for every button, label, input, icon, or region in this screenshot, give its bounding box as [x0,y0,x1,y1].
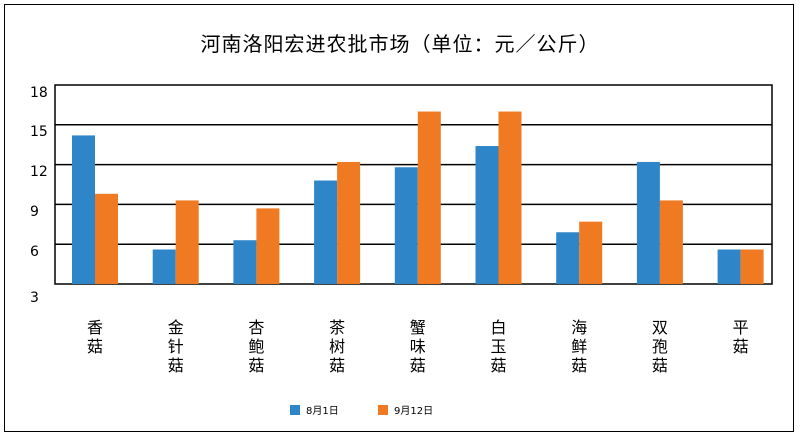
category-label: 杏 [248,318,264,337]
bar-aug1 [556,232,580,284]
y-tick-label: 9 [30,204,39,220]
category-label: 双 [652,318,668,337]
bar-aug1 [72,135,95,284]
bar-sep12 [498,111,522,285]
category-label: 香 [87,318,103,337]
bar-sep12 [256,208,280,284]
bar-aug1 [314,180,338,284]
category-label: 菇 [329,356,345,375]
category-label: 蟹 [410,318,426,337]
bar-sep12 [417,111,441,285]
category-label: 树 [329,337,345,356]
category-label: 白 [490,318,506,337]
y-tick-label: 12 [30,164,48,180]
category-label: 菇 [410,356,426,375]
bar-sep12 [740,249,764,284]
category-label: 菇 [248,356,264,375]
bar-aug1 [475,146,499,284]
y-tick-label: 18 [30,85,48,101]
bar-aug1 [717,249,741,284]
category-label: 味 [410,337,426,356]
y-tick-label: 3 [30,290,39,306]
legend-label: 9月12日 [394,405,433,417]
bar-sep12 [95,193,118,284]
category-label: 平 [733,318,749,337]
bar-aug1 [152,249,176,284]
category-label: 金 [168,318,184,337]
category-label: 茶 [329,318,345,337]
bar-aug1 [394,167,418,284]
y-tick-label: 6 [30,244,39,260]
category-label: 鲍 [248,337,264,356]
category-label: 菇 [652,356,668,375]
y-tick-label: 15 [30,124,48,140]
bar-aug1 [636,161,660,284]
legend-swatch [290,405,300,415]
category-label: 玉 [490,337,506,356]
bar-sep12 [337,161,361,284]
bar-aug1 [233,240,257,284]
category-label: 菇 [87,337,103,356]
chart-title: 河南洛阳宏进农批市场（单位：元／公斤） [200,32,600,56]
category-label: 针 [168,337,184,356]
legend-swatch [378,405,388,415]
legend-label: 8月1日 [306,405,339,417]
category-label: 海 [571,318,587,337]
category-label: 菇 [168,356,184,375]
category-label: 孢 [652,337,668,356]
category-label: 菇 [733,337,749,356]
bar-sep12 [579,221,603,284]
category-label: 菇 [571,356,587,375]
bar-sep12 [659,200,683,284]
category-label: 鲜 [571,337,587,356]
category-label: 菇 [490,356,506,375]
bar-sep12 [175,200,199,284]
